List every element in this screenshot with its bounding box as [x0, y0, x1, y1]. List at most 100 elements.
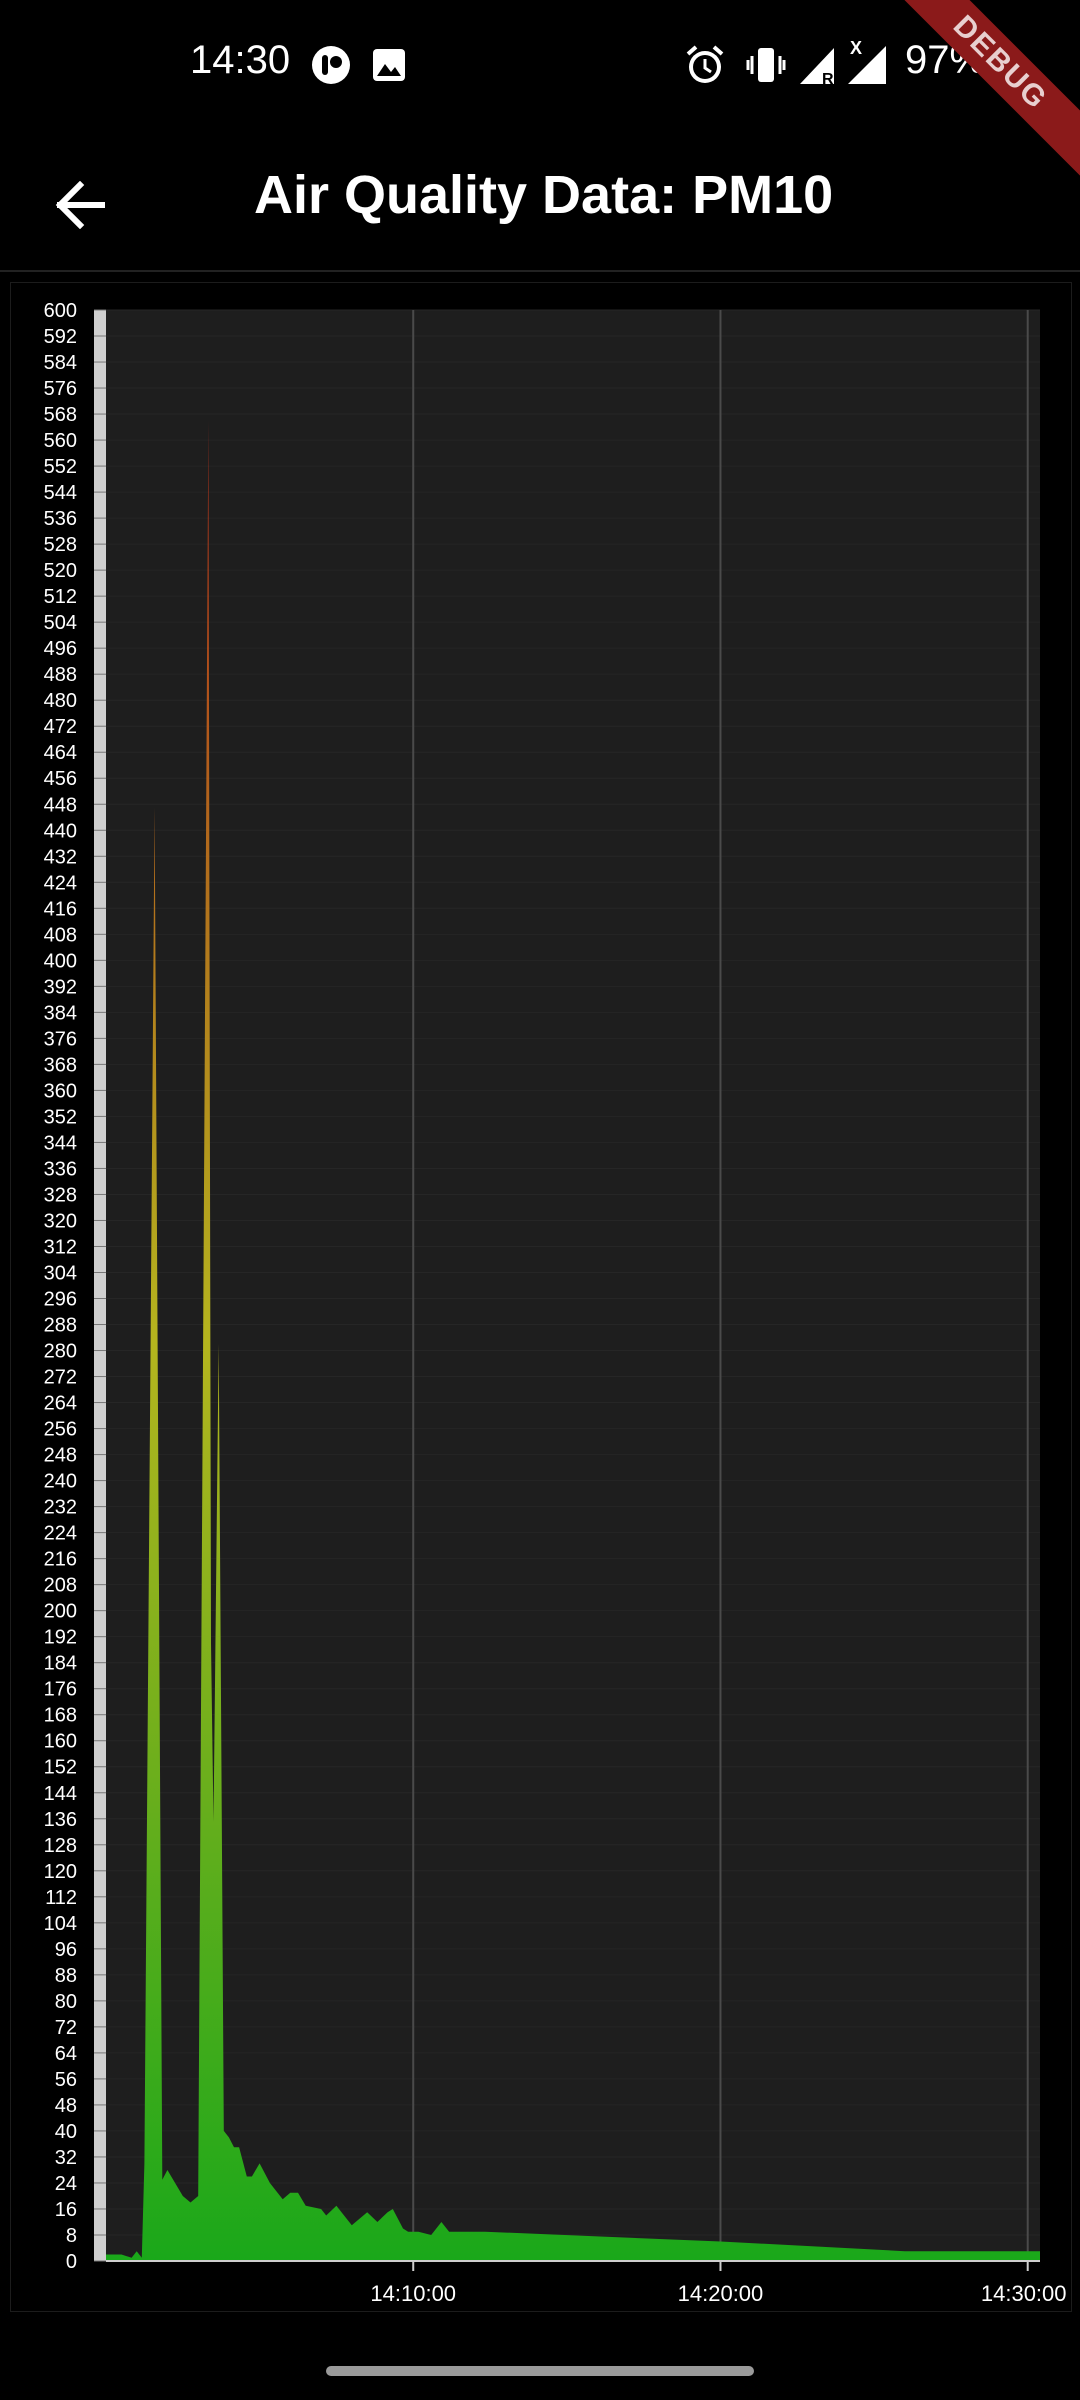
data-point	[305, 2205, 306, 2206]
data-point	[403, 2228, 404, 2229]
y-tick-label: 352	[44, 1106, 77, 1128]
data-point	[290, 2192, 291, 2193]
data-point	[904, 2251, 905, 2252]
y-tick-label: 304	[44, 1262, 77, 1284]
y-tick-label: 168	[44, 1705, 77, 1727]
y-tick-label: 408	[44, 924, 77, 946]
data-point	[367, 2212, 368, 2213]
app-bar: Air Quality Data: PM10	[0, 130, 1080, 272]
data-point	[190, 2202, 191, 2203]
vibrate-icon	[746, 48, 786, 82]
data-point	[144, 2163, 145, 2164]
y-tick-label: 464	[44, 742, 77, 764]
y-tick-label: 56	[55, 2069, 77, 2091]
alarm-icon	[686, 45, 724, 83]
y-tick-label: 504	[44, 612, 77, 634]
data-point	[223, 2130, 224, 2131]
data-point	[167, 2170, 168, 2171]
data-point	[162, 2179, 163, 2180]
chart-frame	[10, 282, 1072, 2312]
y-tick-label: 96	[55, 1939, 77, 1961]
y-tick-label: 176	[44, 1679, 77, 1701]
y-tick-label: 112	[45, 1887, 77, 1909]
data-point	[418, 2231, 419, 2232]
data-point	[408, 2231, 409, 2232]
y-tick-label: 392	[44, 976, 77, 998]
y-tick-label: 368	[44, 1054, 77, 1076]
y-tick-label: 248	[44, 1445, 77, 1467]
y-tick-label: 152	[44, 1757, 77, 1779]
data-point	[392, 2209, 393, 2210]
y-tick-label: 136	[44, 1809, 77, 1831]
y-tick-label: 192	[44, 1627, 77, 1649]
y-tick-label: 336	[44, 1158, 77, 1180]
y-tick-label: 120	[44, 1861, 77, 1883]
home-indicator[interactable]	[326, 2366, 754, 2376]
y-tick-label: 600	[44, 300, 77, 322]
y-tick-label: 496	[44, 638, 77, 660]
status-time: 14:30	[190, 38, 291, 82]
data-point	[234, 2147, 235, 2148]
data-point	[275, 2189, 276, 2190]
data-point	[454, 2231, 455, 2232]
y-tick-label: 184	[44, 1653, 77, 1675]
y-tick-label: 160	[44, 1731, 77, 1753]
data-point	[106, 2254, 107, 2255]
plot-background	[106, 310, 1040, 2261]
data-point	[484, 2231, 485, 2232]
y-tick-label: 256	[44, 1419, 77, 1441]
y-tick-label: 312	[44, 1236, 77, 1258]
svg-text:R: R	[822, 71, 834, 86]
data-point	[336, 2205, 337, 2206]
data-point	[259, 2163, 260, 2164]
y-tick-label: 280	[44, 1341, 77, 1363]
data-point	[431, 2235, 432, 2236]
data-point	[251, 2176, 252, 2177]
y-tick-label: 584	[44, 352, 77, 374]
y-tick-label: 24	[55, 2173, 77, 2195]
y-tick-label: 576	[44, 378, 77, 400]
y-tick-label: 200	[44, 1601, 77, 1623]
data-point	[461, 2231, 462, 2232]
y-tick-label: 528	[44, 534, 77, 556]
y-tick-label: 72	[55, 2017, 77, 2039]
y-tick-label: 328	[44, 1184, 77, 1206]
y-tick-label: 432	[44, 846, 77, 868]
y-tick-label: 448	[44, 794, 77, 816]
y-tick-label: 216	[44, 1549, 77, 1571]
y-tick-label: 592	[44, 326, 77, 348]
y-tick-label: 552	[44, 456, 77, 478]
page-title: Air Quality Data: PM10	[254, 165, 834, 225]
data-point	[218, 1344, 219, 1345]
data-point	[341, 2212, 342, 2213]
y-tick-label: 544	[44, 482, 77, 504]
y-tick-label: 440	[44, 820, 77, 842]
y-tick-label: 296	[44, 1289, 77, 1311]
x-tick-label: 14:10:00	[370, 2281, 456, 2306]
y-tick-label: 488	[44, 664, 77, 686]
y-tick-label: 424	[44, 872, 77, 894]
y-tick-label: 384	[44, 1002, 77, 1024]
pm10-area	[106, 420, 1040, 2262]
data-point	[469, 2231, 470, 2232]
y-tick-label: 40	[55, 2121, 77, 2143]
y-tick-label: 568	[44, 404, 77, 426]
y-tick-label: 320	[44, 1210, 77, 1232]
data-point	[175, 2183, 176, 2184]
y-tick-label: 456	[44, 768, 77, 790]
y-axis-band	[94, 310, 106, 2261]
y-tick-label: 8	[66, 2225, 77, 2247]
arrow-left-icon	[55, 181, 105, 229]
data-point	[479, 2231, 480, 2232]
data-point	[198, 2196, 199, 2197]
y-tick-label: 48	[55, 2095, 77, 2117]
back-button[interactable]	[40, 165, 120, 245]
data-point	[1040, 2251, 1041, 2252]
y-tick-label: 512	[44, 586, 77, 608]
y-tick-label: 0	[66, 2251, 77, 2273]
notification-app-icon	[312, 46, 350, 84]
data-point	[136, 2251, 137, 2252]
y-tick-label: 64	[55, 2043, 77, 2065]
data-point	[141, 2257, 142, 2258]
svg-text:X: X	[850, 38, 862, 58]
